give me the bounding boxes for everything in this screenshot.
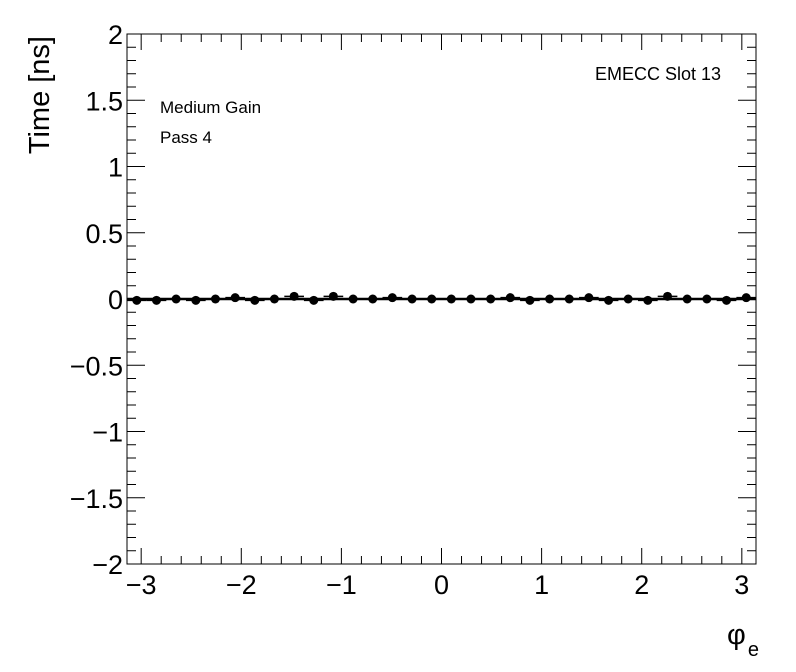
data-point xyxy=(584,293,594,303)
data-point xyxy=(663,291,673,301)
data-point xyxy=(387,293,397,303)
x-tick-label: −3 xyxy=(126,570,157,600)
data-point xyxy=(368,294,378,304)
data-point xyxy=(643,295,653,305)
data-point xyxy=(466,294,476,304)
y-axis-title: Time [ns] xyxy=(24,36,56,154)
y-tick-label: −1.5 xyxy=(70,484,123,514)
data-point xyxy=(210,294,220,304)
y-tick-label: −2 xyxy=(92,550,123,580)
data-point xyxy=(171,294,181,304)
data-point xyxy=(151,295,161,305)
annotation-pass: Pass 4 xyxy=(160,128,212,147)
x-tick-label: 0 xyxy=(434,570,449,600)
data-point xyxy=(348,294,358,304)
y-tick-label: 0.5 xyxy=(85,219,123,249)
data-point xyxy=(132,295,142,305)
x-tick-label: −2 xyxy=(226,570,257,600)
data-point xyxy=(702,294,712,304)
x-tick-label: 2 xyxy=(634,570,649,600)
y-tick-label: −1 xyxy=(92,418,123,448)
data-point xyxy=(309,295,319,305)
data-point xyxy=(427,294,437,304)
data-point xyxy=(269,294,279,304)
y-tick-label: 1 xyxy=(108,153,123,183)
data-point xyxy=(722,295,732,305)
y-tick-label: −0.5 xyxy=(70,351,123,381)
data-point xyxy=(564,294,574,304)
x-axis-title-subscript: e xyxy=(748,639,759,661)
data-point xyxy=(250,295,260,305)
y-tick-label: 0 xyxy=(108,285,123,315)
data-point xyxy=(682,294,692,304)
data-point xyxy=(289,291,299,301)
x-axis-title-symbol: φ xyxy=(727,619,746,651)
data-point xyxy=(328,291,338,301)
annotation-gain: Medium Gain xyxy=(160,98,261,117)
data-point xyxy=(486,294,496,304)
y-tick-label: 1.5 xyxy=(85,86,123,116)
data-point xyxy=(623,294,633,304)
x-tick-label: 3 xyxy=(734,570,749,600)
data-point xyxy=(545,294,555,304)
y-tick-label: 2 xyxy=(108,20,123,50)
annotation-slot: EMECC Slot 13 xyxy=(595,64,721,84)
data-point xyxy=(407,294,417,304)
data-point xyxy=(230,293,240,303)
x-tick-label: −1 xyxy=(326,570,357,600)
data-point xyxy=(604,295,614,305)
data-point xyxy=(505,293,515,303)
data-point xyxy=(741,293,751,303)
data-point xyxy=(525,295,535,305)
data-point xyxy=(446,294,456,304)
data-point xyxy=(191,295,201,305)
x-tick-label: 1 xyxy=(534,570,549,600)
